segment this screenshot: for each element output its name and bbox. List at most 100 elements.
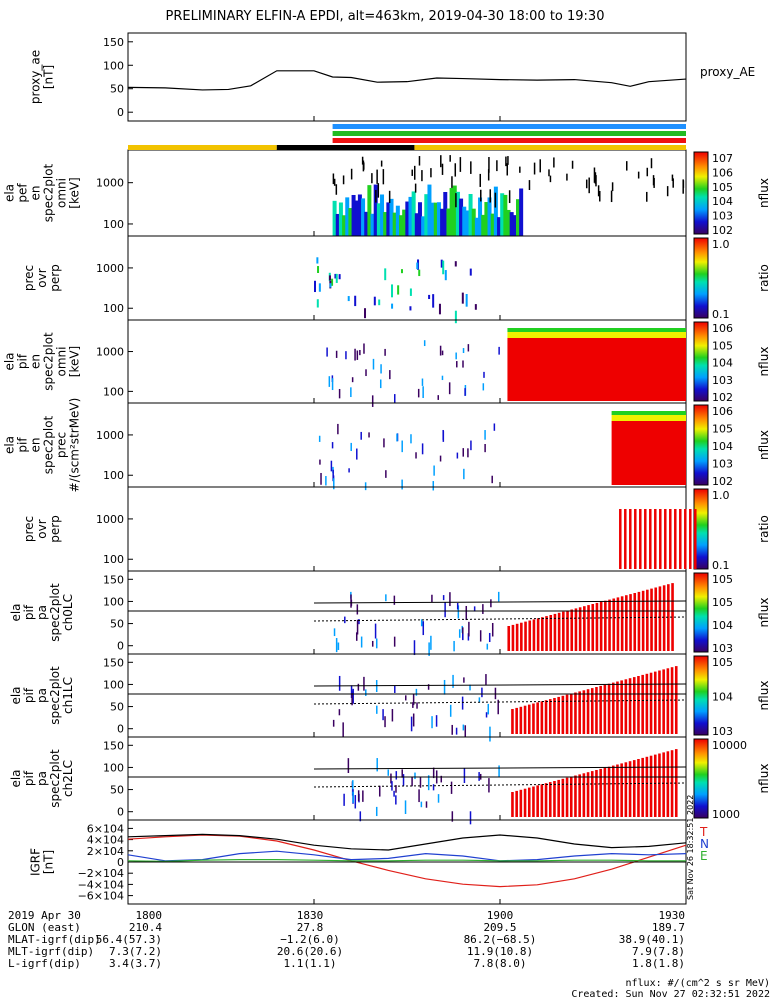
- heatmap-cell: [528, 620, 532, 651]
- heatmap-cell: [427, 684, 430, 690]
- heatmap-cell: [645, 673, 649, 734]
- heatmap-cell: [582, 690, 586, 734]
- heatmap-cell: [519, 789, 523, 817]
- heatmap-cell: [401, 440, 403, 453]
- heatmap-cell: [523, 705, 527, 734]
- heatmap-cell: [583, 606, 586, 651]
- y-tick-label: −2×104: [78, 867, 124, 880]
- heatmap-cell: [536, 702, 539, 734]
- heatmap-cell: [658, 753, 661, 817]
- colorbar: [693, 572, 709, 653]
- heatmap-cell: [342, 175, 345, 185]
- panel-frame: [127, 32, 687, 122]
- heatmap-cell: [646, 589, 649, 651]
- heatmap-cell: [471, 208, 476, 236]
- heatmap-cell: [462, 724, 465, 731]
- footer-cell: 38.9(40.1): [618, 933, 685, 946]
- heatmap-cell: [591, 604, 595, 651]
- panel-frame: [127, 486, 687, 572]
- heatmap-cell: [507, 332, 686, 338]
- colorbar: [693, 655, 709, 736]
- heatmap-cell: [405, 201, 410, 236]
- heatmap-cell: [464, 725, 467, 737]
- y-tick-label: 50: [110, 83, 124, 96]
- heatmap-cell: [385, 594, 387, 602]
- heatmap-cell: [454, 261, 457, 267]
- heatmap-cell: [332, 200, 337, 236]
- heatmap-cell: [462, 633, 464, 641]
- heatmap-cell: [441, 375, 444, 381]
- heatmap-cell: [316, 257, 319, 264]
- heatmap-cell: [331, 278, 334, 286]
- heatmap-cell: [574, 775, 577, 817]
- heatmap-cell: [619, 509, 622, 569]
- heatmap-cell: [664, 509, 667, 569]
- heatmap-cell: [354, 295, 357, 307]
- y-axis-label: ovr: [35, 519, 49, 538]
- heatmap-cell: [375, 806, 378, 817]
- heatmap-cell: [363, 676, 365, 691]
- heatmap-cell: [611, 415, 686, 421]
- heatmap-cell: [433, 465, 435, 476]
- heatmap-cell: [376, 758, 378, 772]
- colorbar-tick-label: 105: [712, 423, 733, 436]
- heatmap-cell: [493, 423, 496, 431]
- y-axis-label: pif: [16, 437, 30, 453]
- heatmap-cell: [574, 692, 577, 734]
- heatmap-cell: [458, 629, 461, 638]
- heatmap-cell: [389, 198, 394, 236]
- heatmap-cell: [544, 783, 548, 817]
- heatmap-cell: [637, 591, 641, 651]
- series-legend: proxy_AE: [700, 65, 755, 79]
- heatmap-cell: [662, 669, 665, 734]
- y-axis-label: ch1LC: [61, 677, 75, 714]
- heatmap-cell: [611, 421, 686, 485]
- heatmap-cell: [565, 777, 569, 817]
- y-tick-label: 0: [117, 723, 124, 736]
- heatmap-cell: [452, 185, 457, 236]
- heatmap-cell: [428, 294, 431, 300]
- y-tick-label: 0: [117, 640, 124, 653]
- heatmap-cell: [320, 472, 322, 485]
- heatmap-cell: [515, 199, 520, 236]
- heatmap-cell: [578, 607, 582, 651]
- heatmap-cell: [356, 448, 358, 460]
- heatmap-cell: [532, 786, 535, 817]
- heatmap-cell: [446, 208, 451, 236]
- heatmap-cell: [578, 691, 581, 734]
- heatmap-cell: [421, 216, 426, 236]
- heatmap-cell: [467, 633, 470, 641]
- status-bars: [128, 124, 686, 150]
- heatmap-cell: [649, 672, 653, 734]
- heatmap-cell: [484, 430, 486, 440]
- heatmap-cell: [637, 759, 640, 817]
- heatmap-cell: [671, 583, 674, 651]
- series-legend: E: [700, 849, 708, 863]
- heatmap-cell: [392, 212, 397, 236]
- heatmap-cell: [511, 709, 514, 734]
- footer-row-mlat-label: MLAT-igrf(dip): [8, 933, 101, 946]
- heatmap-cell: [344, 616, 346, 624]
- footer-cell: 3.4(3.7): [109, 957, 162, 970]
- heatmap-cell: [653, 177, 655, 188]
- footer-cell: 7.3(7.2): [109, 945, 162, 958]
- heatmap-cell: [452, 674, 454, 688]
- heatmap-cell: [342, 722, 344, 738]
- heatmap-cell: [490, 599, 492, 608]
- heatmap-cell: [493, 186, 498, 236]
- heatmap-cell: [498, 346, 500, 355]
- heatmap-cell: [363, 162, 365, 170]
- y-axis-label: pef: [16, 183, 30, 203]
- colorbar-tick-label: 104: [712, 195, 733, 208]
- series-line: [127, 858, 686, 863]
- heatmap-cell: [599, 190, 601, 202]
- heatmap-cell: [335, 184, 338, 195]
- heatmap-cell: [637, 171, 640, 179]
- panel-8: ela pif pa spec2plot ch2LC 150 100 50 0 10000 1000…: [9, 736, 771, 825]
- heatmap-cell: [479, 630, 482, 642]
- panel-frame: [127, 235, 687, 321]
- heatmap-cell: [455, 727, 458, 735]
- heatmap-cell: [566, 173, 568, 181]
- heatmap-cell: [625, 595, 628, 651]
- heatmap-cell: [383, 212, 388, 236]
